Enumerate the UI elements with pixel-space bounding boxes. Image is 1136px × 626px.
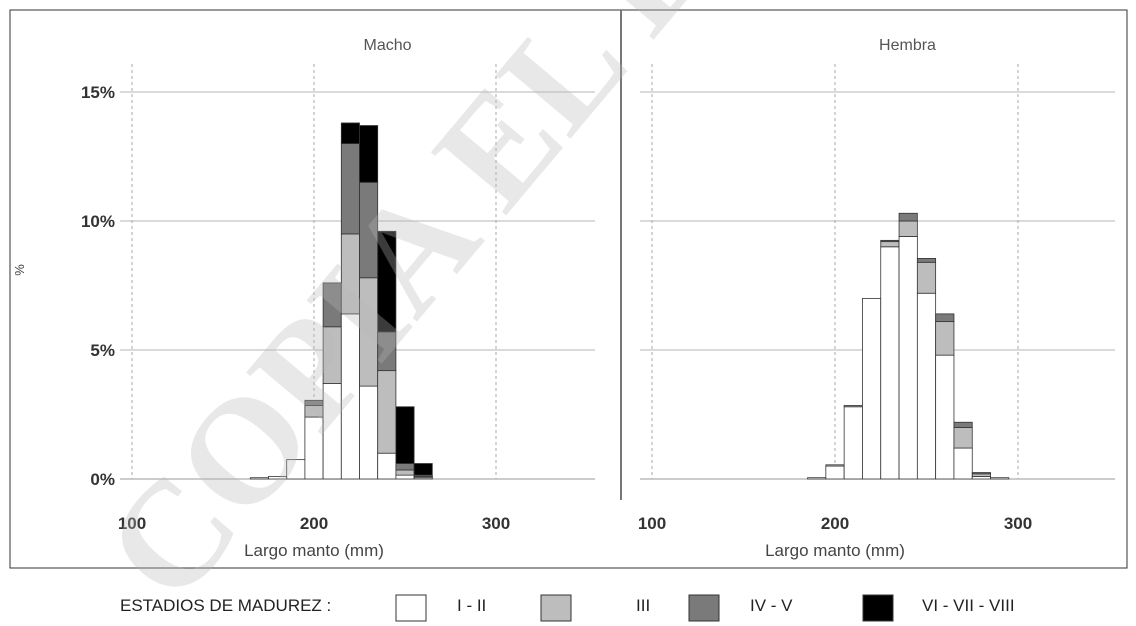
bar-segment <box>935 313 955 323</box>
bar-segment <box>807 477 827 480</box>
y-tick-label: 0% <box>90 470 115 489</box>
bar-segment <box>413 463 433 476</box>
x-tick-label: 300 <box>482 514 510 533</box>
x-axis-label: Largo manto (mm) <box>244 541 384 560</box>
legend-swatch <box>395 594 427 622</box>
bar-segment <box>862 297 882 480</box>
bar-segment <box>825 465 845 480</box>
bar-segment <box>395 463 415 471</box>
x-axis-label: Largo manto (mm) <box>765 541 905 560</box>
legend-title: ESTADIOS DE MADUREZ : <box>120 596 331 615</box>
bar-segment <box>377 452 397 480</box>
y-tick-label: 15% <box>81 83 115 102</box>
bar-segment <box>395 406 415 464</box>
bar-segment <box>898 236 918 480</box>
legend-label: III <box>636 596 650 615</box>
bar-segment <box>935 321 955 356</box>
y-axis-label: % <box>12 264 27 276</box>
legend-label: I - II <box>457 596 486 615</box>
bar-segment <box>953 426 973 449</box>
bar-segment <box>340 122 360 144</box>
panel-title: Hembra <box>879 37 936 54</box>
legend-swatch <box>540 594 572 622</box>
y-tick-label: 10% <box>81 212 115 231</box>
legend-label: VI - VII - VIII <box>922 596 1015 615</box>
bar-segment <box>990 477 1010 480</box>
plot-frame <box>9 9 1128 569</box>
bar-segment <box>953 447 973 480</box>
bar-segment <box>843 405 863 408</box>
y-tick-label: 5% <box>90 341 115 360</box>
legend-swatch <box>688 594 720 622</box>
bar-segment <box>971 472 991 475</box>
bar-segment <box>953 421 973 428</box>
bar-segment <box>880 239 900 243</box>
x-tick-label: 100 <box>638 514 666 533</box>
bar-segment <box>880 246 900 480</box>
bar-segment <box>843 406 863 480</box>
bar-segment <box>377 230 397 333</box>
x-tick-label: 300 <box>1004 514 1032 533</box>
legend-label: IV - V <box>750 596 793 615</box>
bar-segment <box>916 261 937 294</box>
x-tick-label: 200 <box>300 514 328 533</box>
legend-swatch <box>862 594 894 622</box>
bar-segment <box>359 125 379 183</box>
panel-hembra: Hembra 100 200 300 Largo manto (mm) <box>638 37 1115 560</box>
bar-segment <box>898 220 918 237</box>
x-tick-label: 100 <box>118 514 146 533</box>
watermark-text: COPIA EL EC <box>73 0 811 626</box>
bar-segment <box>395 469 415 476</box>
legend: ESTADIOS DE MADUREZ : I - II III IV - V VI -… <box>120 594 1015 622</box>
panel-title: Macho <box>363 37 411 54</box>
bar-segment <box>395 474 415 480</box>
bar-segment <box>898 212 918 222</box>
bar-segment <box>916 258 937 263</box>
bar-segment <box>880 241 900 248</box>
panel-macho: Macho 0% 5% 10% 15% 100 200 300 Largo manto (mm) <box>81 37 595 560</box>
bar-segment <box>916 292 937 480</box>
bar-segment <box>935 354 955 480</box>
bar-segment <box>825 464 845 467</box>
x-tick-label: 200 <box>821 514 849 533</box>
